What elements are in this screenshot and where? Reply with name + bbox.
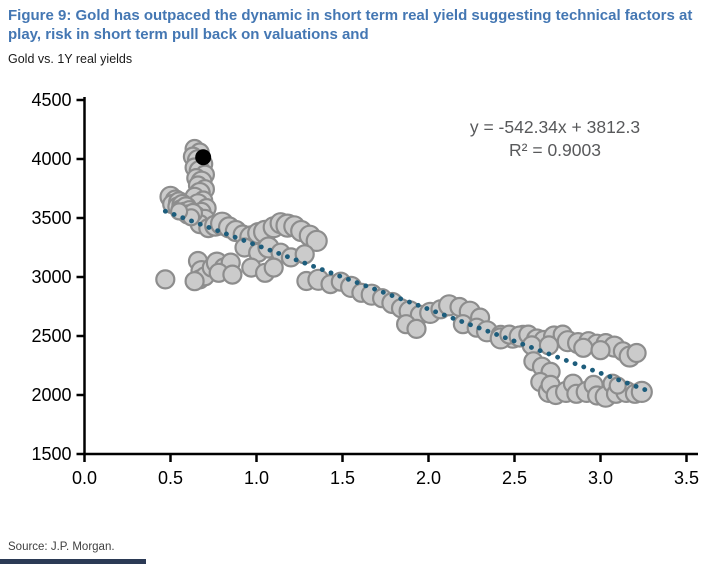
figure-title: Figure 9: Gold has outpaced the dynamic … bbox=[8, 7, 693, 43]
y-tick-label: 3500 bbox=[31, 208, 71, 228]
scatter-point bbox=[406, 318, 427, 339]
scatter-point bbox=[155, 269, 176, 290]
scatter-point bbox=[184, 271, 205, 292]
x-tick-label: 2.5 bbox=[502, 468, 527, 488]
cropped-content-bar bbox=[0, 559, 146, 564]
trend-line bbox=[162, 208, 652, 394]
scatter-point bbox=[305, 229, 328, 252]
y-tick-label: 2500 bbox=[31, 326, 71, 346]
scatter-chart: 1500 2000 2500 3000 3500 4000 4500 0.0 0.5 1.0 1.5… bbox=[31, 90, 699, 488]
x-tick-label: 1.5 bbox=[330, 468, 355, 488]
regression-annotation: y = -542.34x + 3812.3 R² = 0.9003 bbox=[425, 116, 685, 162]
x-tick-label: 3.5 bbox=[674, 468, 699, 488]
y-tick-label: 4500 bbox=[31, 90, 71, 110]
regression-equation: y = -542.34x + 3812.3 bbox=[469, 117, 641, 137]
x-tick-label: 0.0 bbox=[72, 468, 97, 488]
scatter-point bbox=[573, 337, 594, 358]
x-tick-label: 0.5 bbox=[158, 468, 183, 488]
scatter-point bbox=[590, 340, 611, 361]
x-tick-label: 2.0 bbox=[416, 468, 441, 488]
x-tick-label: 1.0 bbox=[244, 468, 269, 488]
y-tick-label: 3000 bbox=[31, 267, 71, 287]
y-tick-label: 4000 bbox=[31, 149, 71, 169]
y-tick-label: 1500 bbox=[31, 444, 71, 464]
scatter-point bbox=[263, 257, 284, 278]
chart-subtitle: Gold vs. 1Y real yields bbox=[8, 52, 133, 66]
x-tick-label: 3.0 bbox=[588, 468, 613, 488]
highlight-point bbox=[195, 149, 212, 166]
y-tick-label: 2000 bbox=[31, 385, 71, 405]
r-squared-value: R² = 0.9003 bbox=[509, 140, 601, 160]
source-note: Source: J.P. Morgan. bbox=[8, 541, 115, 553]
scatter-point bbox=[222, 264, 243, 285]
scatter-point bbox=[608, 376, 627, 395]
scatter-point bbox=[626, 342, 647, 364]
